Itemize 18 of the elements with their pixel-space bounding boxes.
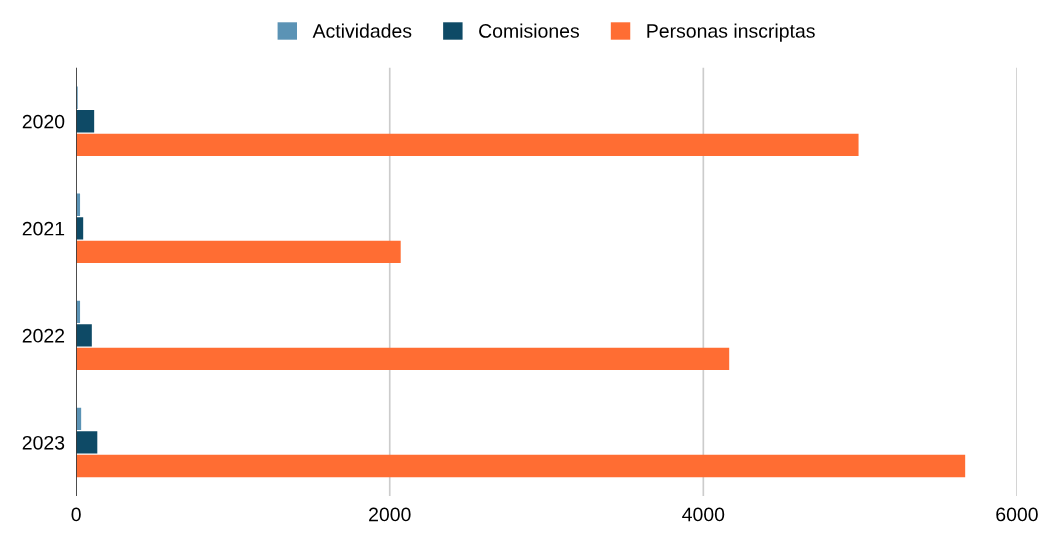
- y-tick-label: 2020: [22, 114, 65, 129]
- x-tick-label: 2000: [369, 507, 411, 522]
- x-tick-label: 4000: [682, 507, 725, 522]
- legend-label: Personas inscriptas: [647, 23, 815, 42]
- legend-label: Actividades: [312, 23, 412, 38]
- bar: [76, 110, 95, 133]
- legend-label: Comisiones: [479, 23, 580, 38]
- bar: [76, 454, 966, 478]
- x-tick-label: 6000: [996, 507, 1038, 522]
- x-tick-label: 0: [71, 507, 81, 522]
- bar: [76, 240, 401, 264]
- bar: [76, 133, 859, 157]
- y-tick-label: 2021: [22, 221, 65, 236]
- y-tick-label: 2022: [22, 328, 65, 343]
- bar: [76, 347, 730, 371]
- bar: [76, 431, 98, 454]
- bar: [76, 324, 92, 347]
- y-tick-label: 2023: [22, 435, 65, 450]
